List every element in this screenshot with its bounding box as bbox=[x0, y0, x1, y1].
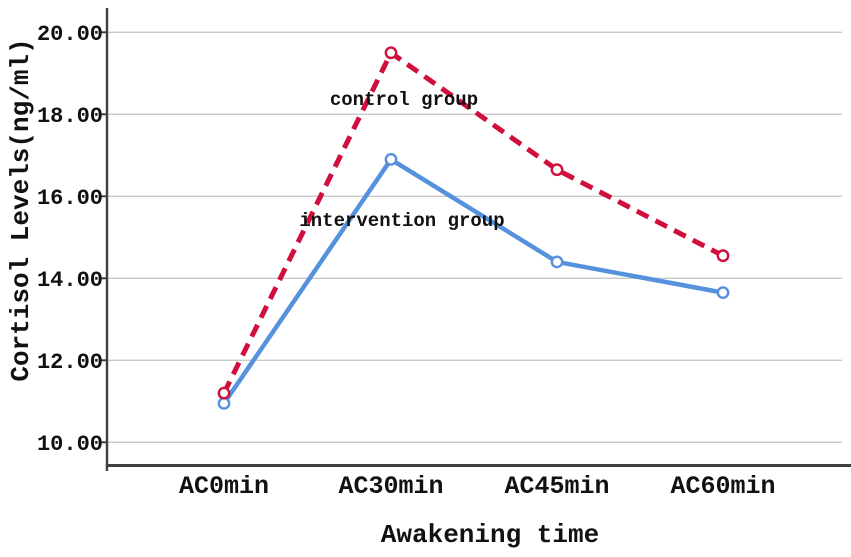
y-axis-title: Cortisol Levels(ng/ml) bbox=[6, 38, 36, 381]
data-point-marker-control-group bbox=[716, 249, 730, 263]
y-tick-label: 12.00 bbox=[37, 350, 103, 375]
x-category-label: AC60min bbox=[670, 472, 775, 501]
series-label-control-group: control group bbox=[330, 89, 478, 111]
data-point-marker-control-group bbox=[217, 386, 231, 400]
data-point-marker-intervention-group bbox=[716, 286, 730, 299]
data-point-marker-intervention-group bbox=[384, 152, 398, 166]
x-category-label: AC45min bbox=[504, 472, 609, 501]
gridlines-layer: 10.00 12.00 14.00 16.00 18.00 20.00 bbox=[37, 22, 842, 457]
x-category-labels-layer: AC0min AC30min AC45min AC60min bbox=[179, 472, 776, 501]
y-tick-label: 18.00 bbox=[37, 104, 103, 129]
x-category-label: AC30min bbox=[338, 472, 443, 501]
y-tick-label: 10.00 bbox=[37, 432, 103, 457]
series-line-control-group bbox=[221, 49, 725, 395]
series-line-intervention-group bbox=[222, 156, 724, 405]
y-tick-label: 14.00 bbox=[37, 268, 103, 293]
data-point-marker-intervention-group bbox=[217, 396, 231, 410]
series-label-intervention-group: intervention group bbox=[299, 210, 504, 232]
data-point-marker-intervention-group bbox=[550, 255, 564, 269]
x-category-label: AC0min bbox=[179, 472, 269, 501]
x-axis-title: Awakening time bbox=[381, 520, 599, 550]
y-tick-label: 16.00 bbox=[37, 186, 103, 211]
series-layer bbox=[217, 46, 730, 410]
y-tick-label: 20.00 bbox=[37, 22, 103, 47]
data-point-marker-control-group bbox=[550, 163, 564, 177]
data-point-marker-control-group bbox=[384, 46, 398, 60]
